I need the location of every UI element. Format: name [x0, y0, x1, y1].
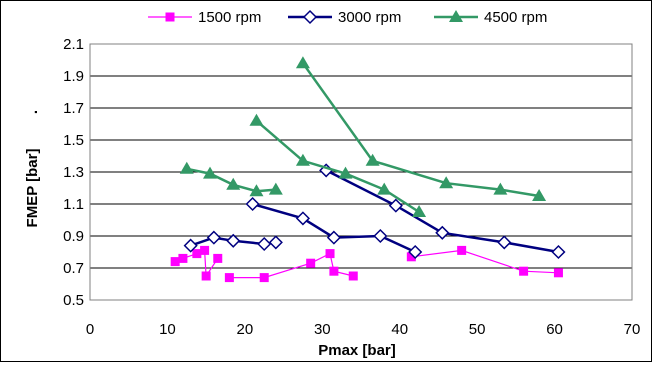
data-point — [435, 225, 450, 240]
data-point — [170, 257, 180, 267]
x-tick-label: 10 — [159, 321, 176, 338]
y-tick-label: 1.9 — [63, 68, 84, 85]
series-line — [411, 249, 559, 274]
x-tick-label: 0 — [86, 321, 94, 338]
data-point — [493, 182, 508, 195]
series-3000-rpm — [183, 163, 566, 260]
legend-item: 4500 rpm — [434, 9, 547, 26]
x-tick-label: 70 — [624, 321, 641, 338]
data-point — [295, 153, 310, 166]
data-point — [406, 252, 416, 262]
data-point — [268, 235, 283, 250]
data-point — [203, 166, 218, 179]
data-point — [206, 230, 221, 245]
y-tick-label: 1.5 — [63, 132, 84, 149]
data-point — [329, 266, 339, 276]
data-point — [192, 249, 202, 259]
data-point — [249, 113, 264, 126]
series-4500-rpm — [179, 56, 547, 217]
data-point — [553, 268, 563, 278]
data-point — [408, 244, 423, 260]
x-tick-label: 30 — [314, 321, 331, 338]
data-point — [179, 161, 194, 174]
data-point — [257, 236, 272, 252]
data-point — [439, 176, 454, 189]
data-point — [365, 153, 380, 166]
data-point — [338, 166, 353, 179]
data-point — [325, 249, 335, 259]
y-tick-label: 2.1 — [63, 36, 84, 53]
y-tick-label: 0.7 — [63, 260, 84, 277]
legend-marker — [165, 12, 175, 22]
data-point — [497, 235, 512, 250]
y-tick-label: 1.3 — [63, 164, 84, 181]
data-point — [348, 271, 358, 281]
x-axis-title: Pmax [bar] — [318, 342, 396, 359]
y-tick-label: 1.1 — [63, 196, 84, 213]
legend-item: 1500 rpm — [148, 9, 261, 26]
data-point — [245, 196, 260, 212]
legend-item: 3000 rpm — [288, 9, 401, 26]
plot-area — [89, 43, 633, 301]
data-point — [201, 271, 211, 281]
series-layer — [170, 56, 566, 283]
data-point — [306, 258, 316, 268]
data-point — [532, 189, 547, 201]
data-point — [326, 230, 341, 245]
data-point — [373, 228, 388, 244]
legend-label: 3000 rpm — [338, 9, 401, 26]
series-1500-rpm — [170, 245, 563, 283]
x-tick-label: 60 — [546, 321, 563, 338]
data-point — [377, 182, 392, 195]
legend: 1500 rpm 3000 rpm 4500 rpm — [148, 9, 547, 26]
data-point — [213, 253, 223, 263]
data-point — [183, 238, 198, 253]
y-tick-label: 0.5 — [63, 292, 84, 309]
y-tick-label: 1.7 — [63, 100, 84, 117]
data-point — [519, 266, 529, 276]
data-point — [259, 273, 269, 283]
x-tick-label: 20 — [237, 321, 254, 338]
data-point — [388, 198, 403, 213]
y-axis-title-suffix: . — [24, 110, 41, 114]
data-point — [226, 233, 241, 248]
data-point — [457, 245, 467, 255]
data-point — [268, 182, 283, 195]
data-point — [412, 205, 427, 217]
data-point — [295, 56, 310, 69]
y-axis-title: FMEP [bar] — [24, 149, 41, 228]
data-point — [178, 253, 188, 263]
data-point — [295, 211, 310, 226]
data-point — [551, 244, 566, 260]
legend-label: 1500 rpm — [198, 9, 261, 26]
data-point — [226, 177, 241, 190]
data-point — [224, 273, 234, 283]
legend-marker — [449, 10, 463, 22]
tick-labels: 0.5 0.7 0.9 1.1 1.3 1.5 1.7 1.9 2.1 0 10 20 30 40 50 60… — [63, 36, 640, 338]
legend-label: 4500 rpm — [484, 9, 547, 26]
x-tick-label: 40 — [391, 321, 408, 338]
y-tick-label: 0.9 — [63, 228, 84, 245]
x-tick-label: 50 — [469, 321, 486, 338]
data-point — [249, 184, 264, 197]
data-point — [200, 245, 210, 255]
legend-marker — [302, 9, 318, 25]
